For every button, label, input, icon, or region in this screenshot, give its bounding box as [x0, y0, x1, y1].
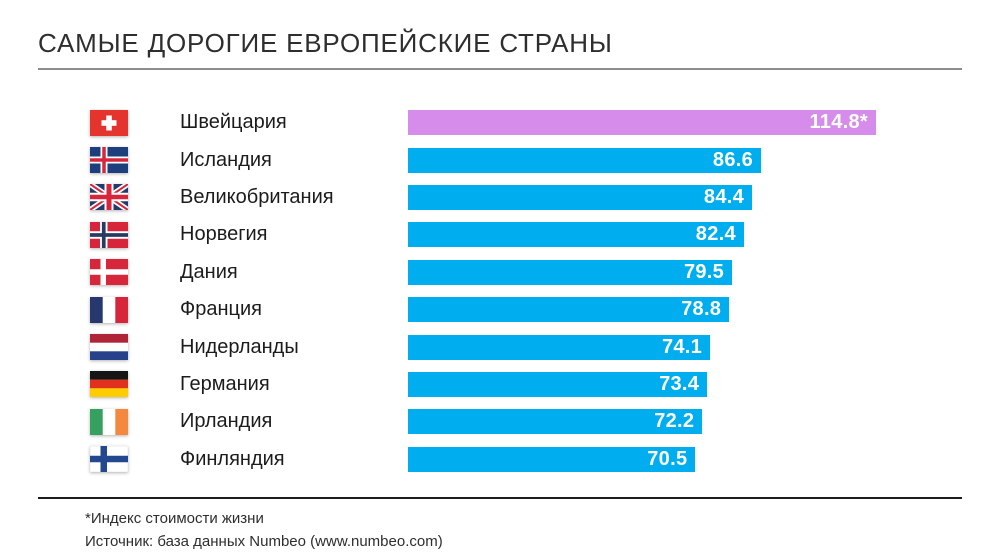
chart-row-iceland: Исландия 86.6 — [38, 141, 962, 178]
country-label: Норвегия — [180, 223, 268, 246]
value-bar-united-kingdom: 84.4 — [408, 184, 753, 210]
footer-divider — [38, 496, 962, 499]
country-label: Франция — [180, 298, 262, 321]
country-label: Великобритания — [180, 185, 334, 208]
footnote-text: *Индекс стоимости жизни — [85, 509, 264, 527]
value-bar-france: 78.8 — [408, 297, 730, 323]
denmark-flag-icon — [90, 259, 128, 286]
value-bar-switzerland: 114.8* — [408, 110, 876, 136]
country-label: Ирландия — [180, 410, 273, 433]
country-label: Исландия — [180, 148, 272, 171]
country-label: Швейцария — [180, 111, 287, 134]
country-label: Финляндия — [180, 447, 285, 470]
page-title: САМЫЕ ДОРОГИЕ ЕВРОПЕЙСКИЕ СТРАНЫ — [38, 28, 613, 58]
chart-row-netherlands: Нидерланды 74.1 — [38, 328, 962, 365]
united-kingdom-flag-icon — [90, 184, 128, 211]
infographic-page: САМЫЕ ДОРОГИЕ ЕВРОПЕЙСКИЕ СТРАНЫ Швейцар… — [0, 30, 1000, 553]
value-bar-denmark: 79.5 — [408, 259, 733, 285]
chart-row-germany: Германия 73.4 — [38, 366, 962, 403]
chart-row-france: Франция 78.8 — [38, 291, 962, 328]
finland-flag-icon — [90, 446, 128, 473]
norway-flag-icon — [90, 221, 128, 248]
switzerland-flag-icon — [90, 109, 128, 136]
ireland-flag-icon — [90, 408, 128, 435]
country-label: Нидерланды — [180, 335, 299, 358]
source-text: Источник: база данных Numbeo (www.numbeo… — [85, 532, 443, 550]
chart-row-finland: Финляндия 70.5 — [38, 441, 962, 478]
iceland-flag-icon — [90, 147, 128, 174]
france-flag-icon — [90, 296, 128, 323]
bar-chart: Швейцария 114.8* Исландия 86.6 — [38, 104, 962, 478]
country-label: Германия — [180, 372, 270, 395]
chart-row-switzerland: Швейцария 114.8* — [38, 104, 962, 141]
title-divider — [38, 68, 962, 70]
chart-row-norway: Норвегия 82.4 — [38, 216, 962, 253]
country-label: Дания — [180, 260, 238, 283]
value-bar-iceland: 86.6 — [408, 147, 762, 173]
chart-row-ireland: Ирландия 72.2 — [38, 403, 962, 440]
netherlands-flag-icon — [90, 334, 128, 361]
chart-row-united-kingdom: Великобритания 84.4 — [38, 179, 962, 216]
value-bar-finland: 70.5 — [408, 446, 696, 472]
germany-flag-icon — [90, 371, 128, 398]
value-bar-netherlands: 74.1 — [408, 334, 711, 360]
value-bar-germany: 73.4 — [408, 371, 708, 397]
value-bar-norway: 82.4 — [408, 222, 744, 248]
chart-row-denmark: Дания 79.5 — [38, 254, 962, 291]
value-bar-ireland: 72.2 — [408, 409, 703, 435]
footer: *Индекс стоимости жизни Источник: база д… — [85, 507, 962, 553]
